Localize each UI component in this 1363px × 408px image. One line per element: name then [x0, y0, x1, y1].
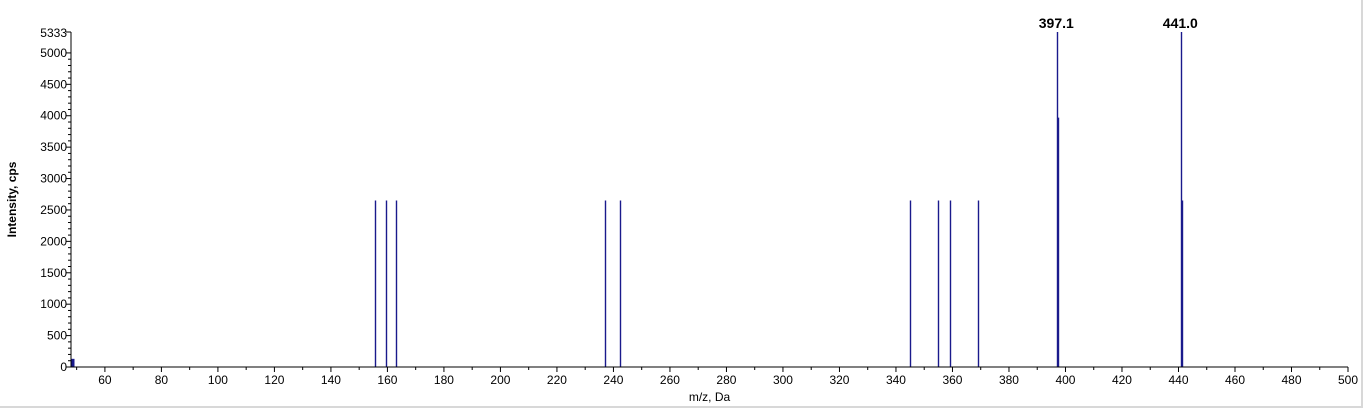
x-tick-label: 220	[547, 373, 567, 387]
y-ticks: 0 500 1000 1500 2000 2500 3000 3500 4000 4500 5000…	[40, 26, 71, 374]
spectrum-bars	[70, 32, 1184, 367]
x-tick-label: 120	[264, 373, 284, 387]
peak-label: 397.1	[1039, 15, 1074, 31]
y-tick-label: 4000	[40, 109, 67, 123]
x-tick-label: 260	[660, 373, 680, 387]
x-tick-label: 280	[716, 373, 736, 387]
x-tick-label: 140	[321, 373, 341, 387]
x-tick-label: 300	[773, 373, 793, 387]
x-tick-label: 380	[999, 373, 1019, 387]
y-tick-label: 0	[60, 360, 67, 374]
x-tick-label: 360	[942, 373, 962, 387]
y-tick-label: 4500	[40, 77, 67, 91]
x-ticks: 60 80 100 120 140 160 180 200 220 240 260 280 300 320…	[76, 367, 1358, 387]
x-tick-label: 320	[829, 373, 849, 387]
x-tick-label: 460	[1225, 373, 1245, 387]
y-tick-label: 3500	[40, 140, 67, 154]
y-tick-label: 2500	[40, 203, 67, 217]
y-max-label: 5333	[40, 26, 67, 40]
y-tick-label: 1000	[40, 297, 67, 311]
peak-label: 441.0	[1163, 15, 1198, 31]
x-tick-label: 420	[1112, 373, 1132, 387]
x-tick-label: 180	[434, 373, 454, 387]
axes	[70, 32, 1348, 368]
y-tick-label: 5000	[40, 46, 67, 60]
y-axis-title: Intensity, cps	[5, 161, 19, 237]
x-tick-label: 440	[1168, 373, 1188, 387]
x-tick-label: 160	[377, 373, 397, 387]
y-tick-label: 1500	[40, 266, 67, 280]
x-tick-label: 480	[1281, 373, 1301, 387]
peak-labels: 397.1 441.0	[1039, 15, 1198, 31]
x-axis-title: m/z, Da	[689, 390, 731, 404]
x-tick-label: 60	[98, 373, 112, 387]
x-tick-label: 340	[886, 373, 906, 387]
y-tick-label: 500	[47, 329, 67, 343]
x-tick-label: 80	[155, 373, 169, 387]
x-tick-label: 200	[490, 373, 510, 387]
frame-edge-bottom	[0, 406, 1363, 408]
x-tick-label: 400	[1055, 373, 1075, 387]
frame-edge-right	[1361, 0, 1363, 408]
y-tick-label: 2000	[40, 234, 67, 248]
x-tick-label: 100	[208, 373, 228, 387]
x-tick-label: 500	[1338, 373, 1358, 387]
y-tick-label: 3000	[40, 172, 67, 186]
x-tick-label: 240	[603, 373, 623, 387]
